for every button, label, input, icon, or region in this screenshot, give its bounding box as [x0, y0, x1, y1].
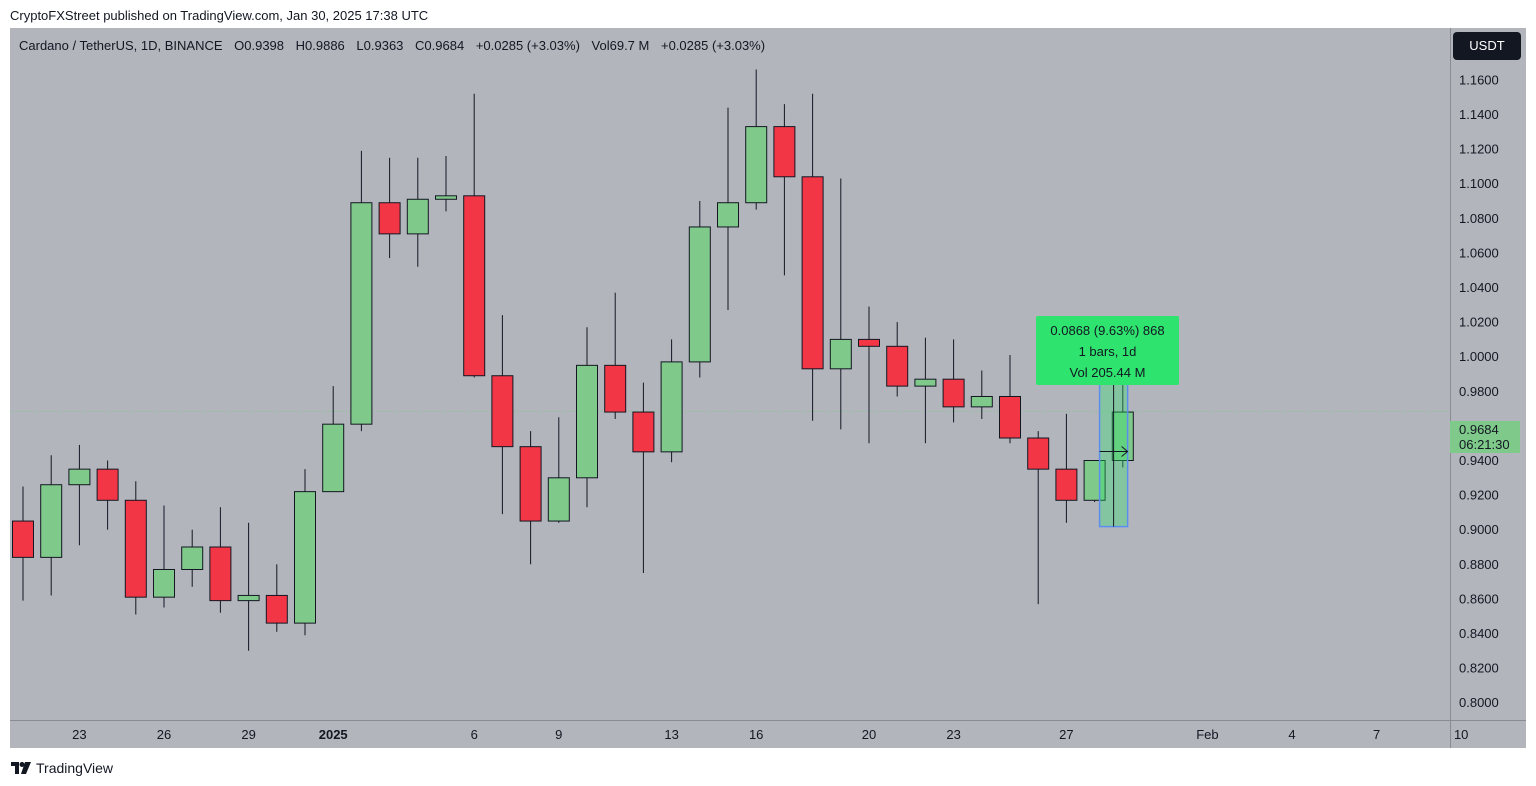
price-axis-label: 0.9400	[1459, 453, 1499, 468]
time-axis-label: Feb	[1196, 727, 1218, 742]
candle-up[interactable]	[435, 195, 457, 200]
candle-down[interactable]	[1055, 468, 1078, 501]
candle-up[interactable]	[68, 468, 91, 486]
candle-down[interactable]	[801, 176, 824, 370]
measure-arrowhead-right	[1121, 446, 1129, 457]
price-axis-label: 0.9800	[1459, 384, 1499, 399]
legend-close: C0.9684	[415, 38, 465, 53]
publisher-text: CryptoFXStreet published on TradingView.…	[10, 8, 429, 23]
time-axis-label: 23	[72, 727, 86, 742]
price-axis-label: 0.8800	[1459, 557, 1499, 572]
candle-down[interactable]	[209, 546, 232, 602]
bar-countdown: 06:21:30	[1459, 437, 1510, 452]
candle-down[interactable]	[96, 468, 119, 501]
candle-down[interactable]	[886, 345, 909, 387]
candle-down[interactable]	[124, 499, 147, 598]
legend-volume: Vol69.7 M	[591, 38, 650, 53]
candle-down[interactable]	[265, 594, 288, 624]
candle-down[interactable]	[12, 520, 34, 558]
candle-down[interactable]	[463, 195, 486, 377]
candle-down[interactable]	[942, 378, 965, 408]
candle-up[interactable]	[914, 378, 937, 387]
candle-down[interactable]	[378, 202, 401, 235]
candle-up[interactable]	[576, 364, 598, 479]
candle-down[interactable]	[519, 446, 542, 522]
candle-up[interactable]	[660, 361, 683, 453]
candle-up[interactable]	[40, 484, 63, 558]
candle-up[interactable]	[294, 491, 316, 624]
price-axis-label: 0.9000	[1459, 522, 1499, 537]
time-axis-label: 29	[241, 727, 255, 742]
legend-open: O0.9398	[234, 38, 285, 53]
symbol-legend: Cardano / TetherUS, 1D, BINANCE O0.9398 …	[19, 38, 773, 53]
candle-down[interactable]	[858, 338, 880, 347]
time-axis-label: 16	[749, 727, 763, 742]
time-axis-label: 9	[555, 727, 562, 742]
price-axis-label: 1.0800	[1459, 211, 1499, 226]
candle-up[interactable]	[181, 546, 204, 570]
time-axis-label: 26	[157, 727, 171, 742]
current-price-tag: 0.9684 06:21:30	[1450, 421, 1520, 453]
price-axis-label: 0.8400	[1459, 626, 1499, 641]
time-axis-label: 6	[471, 727, 478, 742]
measure-volume: Vol 205.44 M	[1069, 365, 1146, 380]
time-axis-label: 27	[1059, 727, 1073, 742]
candle-down[interactable]	[604, 364, 627, 413]
measure-change: 0.0868 (9.63%) 868	[1050, 323, 1165, 338]
legend-low: L0.9363	[356, 38, 404, 53]
tradingview-logo-text: TradingView	[36, 760, 114, 776]
candle-up[interactable]	[547, 477, 570, 522]
candle-up[interactable]	[745, 126, 768, 204]
price-axis-label: 1.0600	[1459, 245, 1499, 260]
legend-symbol[interactable]: Cardano / TetherUS, 1D, BINANCE	[19, 38, 223, 53]
price-axis-label: 1.0400	[1459, 280, 1499, 295]
candle-down[interactable]	[999, 395, 1021, 439]
price-axis-label: 1.1600	[1459, 72, 1499, 87]
candle-up[interactable]	[970, 395, 993, 408]
price-chart[interactable]: 1.18001.16001.14001.12001.10001.08001.06…	[10, 28, 1526, 748]
time-axis-label: 13	[664, 727, 678, 742]
time-axis-label: 10	[1454, 727, 1468, 742]
price-axis-label: 1.1400	[1459, 107, 1499, 122]
legend-change: +0.0285 (+3.03%)	[475, 38, 580, 53]
candle-down[interactable]	[632, 411, 655, 453]
candle-down[interactable]	[773, 126, 796, 178]
time-axis-label: 23	[946, 727, 960, 742]
legend-high: H0.9886	[295, 38, 345, 53]
price-axis-label: 1.1200	[1459, 142, 1499, 157]
current-price-value: 0.9684	[1459, 422, 1499, 437]
time-axis-label: 7	[1373, 727, 1380, 742]
candle-up[interactable]	[406, 198, 429, 235]
price-axis-label: 1.0200	[1459, 315, 1499, 330]
price-axis-label: 1.0000	[1459, 349, 1499, 364]
tradingview-logo[interactable]: TradingView	[11, 760, 113, 776]
candle-down[interactable]	[491, 375, 514, 448]
price-axis-label: 1.1000	[1459, 176, 1499, 191]
currency-button[interactable]: USDT	[1453, 32, 1521, 60]
tradingview-logo-icon	[11, 762, 31, 774]
measure-tooltip: 0.0868 (9.63%) 868 1 bars, 1d Vol 205.44…	[1036, 316, 1179, 385]
chart-frame[interactable]: 1.18001.16001.14001.12001.10001.08001.06…	[10, 28, 1526, 748]
measure-bars: 1 bars, 1d	[1078, 344, 1137, 359]
legend-volume-change: +0.0285 (+3.03%)	[660, 38, 766, 53]
candle-up[interactable]	[717, 202, 739, 228]
time-axis-label: 20	[862, 727, 876, 742]
time-axis-label: 2025	[319, 727, 348, 742]
time-axis-label: 4	[1288, 727, 1295, 742]
price-axis-label: 0.8600	[1459, 591, 1499, 606]
candle-up[interactable]	[350, 202, 373, 425]
candle-up[interactable]	[829, 338, 852, 370]
candle-up[interactable]	[237, 594, 260, 602]
candle-up[interactable]	[322, 423, 345, 493]
price-axis-label: 0.8200	[1459, 661, 1499, 676]
price-axis-label: 0.9200	[1459, 488, 1499, 503]
candle-up[interactable]	[153, 568, 175, 598]
price-axis-label: 0.8000	[1459, 695, 1499, 710]
candle-down[interactable]	[1027, 437, 1050, 470]
candle-up[interactable]	[688, 226, 711, 363]
